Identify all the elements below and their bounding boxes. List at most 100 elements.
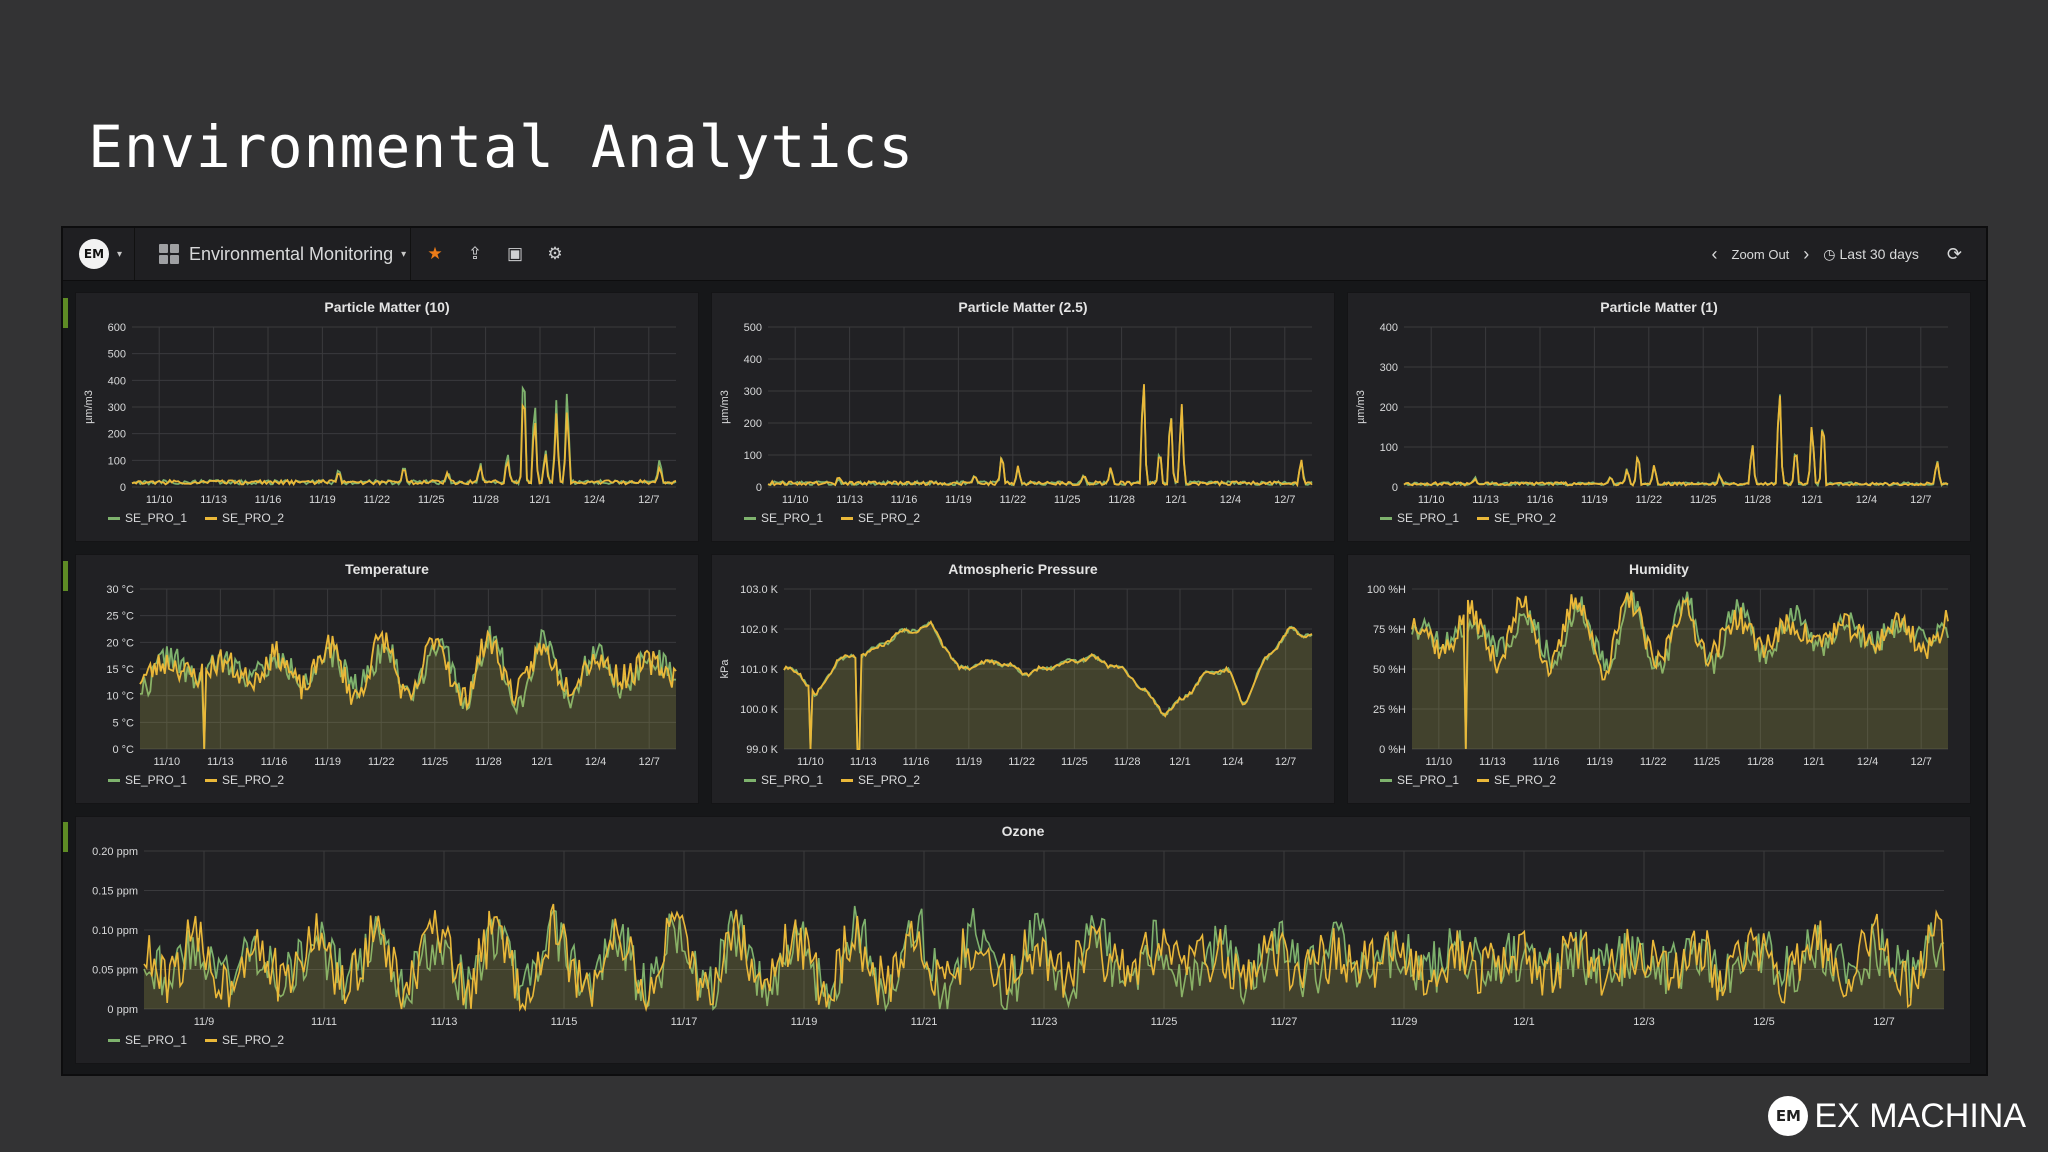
legend-item[interactable]: SE_PRO_2 (205, 511, 284, 525)
y-tick-label: 200 (108, 429, 126, 441)
legend-item[interactable]: SE_PRO_2 (841, 511, 920, 525)
x-tick-label: 11/13 (207, 756, 234, 768)
series-line-2[interactable] (767, 384, 1313, 488)
y-tick-label: 0 (120, 482, 126, 494)
legend-item[interactable]: SE_PRO_1 (744, 511, 823, 525)
x-tick-label: 11/27 (1271, 1016, 1298, 1028)
series-line-1[interactable] (143, 905, 1945, 1012)
panel-pm1[interactable]: Particle Matter (1) 0 100 200 300 400 11/10 11/… (1347, 292, 1971, 542)
legend-item[interactable]: SE_PRO_1 (108, 1033, 187, 1047)
legend-swatch (108, 778, 120, 782)
series-line-2[interactable] (783, 620, 1313, 750)
x-tick-label: 11/25 (1151, 1016, 1178, 1028)
legend-label: SE_PRO_2 (1494, 773, 1557, 787)
x-tick-label: 12/4 (1222, 756, 1243, 768)
y-tick-label: 300 (108, 402, 126, 414)
series-line-2[interactable] (131, 402, 677, 487)
chevron-right-icon[interactable]: › (1803, 243, 1810, 264)
y-tick-label: 0.15 ppm (92, 886, 138, 898)
x-tick-label: 12/7 (638, 756, 659, 768)
legend-label: SE_PRO_2 (222, 511, 285, 525)
x-tick-label: 11/25 (1054, 494, 1081, 506)
panel-pressure[interactable]: Atmospheric Pressure 99.0 K 100.0 K 101.0 K… (711, 554, 1335, 804)
x-tick-label: 11/28 (475, 756, 502, 768)
y-tick-label: 25 %H (1373, 704, 1406, 716)
time-range-picker[interactable]: ◷ Last 30 days (1823, 246, 1919, 263)
panel-ozone[interactable]: Ozone 0 ppm 0.05 ppm 0.10 ppm 0.15 ppm 0.20 p… (75, 816, 1971, 1064)
y-tick-label: 100 (108, 455, 126, 467)
x-tick-label: 11/28 (1744, 494, 1771, 506)
series-line-2[interactable] (1411, 590, 1949, 750)
footer-brand-text: EX MACHINA (1814, 1096, 2026, 1135)
x-tick-label: 11/28 (1108, 494, 1135, 506)
x-tick-label: 11/10 (797, 756, 824, 768)
series-line-2[interactable] (1403, 395, 1949, 487)
chart-pm1: 0 100 200 300 400 11/10 11/13 11/16 11/19 11/22 11… (1355, 322, 1949, 506)
legend-item[interactable]: SE_PRO_1 (1380, 773, 1459, 787)
save-icon[interactable]: ▣ (506, 244, 524, 263)
y-tick-label: 10 °C (106, 691, 134, 703)
share-icon[interactable]: ⇪ (467, 244, 483, 263)
panel-pm10[interactable]: Particle Matter (10) 0 100 200 300 400 500 600 1… (75, 292, 699, 542)
series-area-2 (784, 621, 1312, 749)
chart-humidity: 0 %H 25 %H 50 %H 75 %H 100 %H 11/10 11/13 11/16… (1367, 584, 1949, 768)
x-tick-label: 11/17 (671, 1016, 698, 1028)
legend-label: SE_PRO_1 (761, 773, 824, 787)
row-marker (63, 561, 68, 591)
legend-item[interactable]: SE_PRO_1 (744, 773, 823, 787)
panel-temperature[interactable]: Temperature 0 °C 5 °C 10 °C 15 °C 20 °C 25 °C 3… (75, 554, 699, 804)
x-tick-label: 12/5 (1753, 1016, 1774, 1028)
chevron-left-icon[interactable]: ‹ (1711, 243, 1718, 264)
dashboard-navbar: EM ▾ Environmental Monitoring ▾ ★ ⇪ ▣ ⚙ … (63, 228, 1986, 281)
legend-item[interactable]: SE_PRO_1 (1380, 511, 1459, 525)
chart-pm25: 0 100 200 300 400 500 11/10 11/13 11/16 11/19 11/2… (719, 322, 1313, 506)
series-line-2[interactable] (143, 903, 1945, 1012)
logo-menu[interactable]: EM ▾ (63, 228, 135, 280)
series-area-1 (1412, 591, 1948, 749)
gear-icon[interactable]: ⚙ (547, 244, 563, 263)
y-tick-label: 400 (744, 354, 762, 366)
x-tick-label: 11/25 (1690, 494, 1717, 506)
brand-logo-icon: EM (79, 239, 109, 269)
dashboard-picker[interactable]: Environmental Monitoring ▾ (141, 228, 411, 280)
x-tick-label: 12/1 (529, 494, 550, 506)
x-tick-label: 12/4 (585, 756, 606, 768)
y-tick-label: 100.0 K (740, 704, 779, 716)
x-tick-label: 12/4 (1856, 494, 1877, 506)
x-tick-label: 11/25 (1061, 756, 1088, 768)
x-tick-label: 11/16 (903, 756, 930, 768)
panel-humidity[interactable]: Humidity 0 %H 25 %H 50 %H 75 %H 100 %H 11/10 11… (1347, 554, 1971, 804)
x-tick-label: 11/10 (1425, 756, 1452, 768)
legend-item[interactable]: SE_PRO_2 (205, 1033, 284, 1047)
y-tick-label: 75 %H (1373, 624, 1406, 636)
legend-item[interactable]: SE_PRO_2 (1477, 773, 1556, 787)
panel-pm25[interactable]: Particle Matter (2.5) 0 100 200 300 400 500 11/… (711, 292, 1335, 542)
legend-item[interactable]: SE_PRO_1 (108, 511, 187, 525)
chart-legend: SE_PRO_1 SE_PRO_2 (108, 1033, 284, 1047)
y-tick-label: 50 %H (1373, 664, 1406, 676)
y-tick-label: 101.0 K (740, 664, 779, 676)
x-tick-label: 11/11 (311, 1016, 337, 1028)
y-tick-label: 99.0 K (746, 744, 778, 756)
x-tick-label: 11/25 (1693, 756, 1720, 768)
y-tick-label: 400 (108, 375, 126, 387)
legend-item[interactable]: SE_PRO_2 (841, 773, 920, 787)
panel-title: Particle Matter (1) (1600, 299, 1718, 315)
legend-item[interactable]: SE_PRO_2 (205, 773, 284, 787)
y-tick-label: 5 °C (112, 717, 134, 729)
y-tick-label: 100 (744, 450, 762, 462)
panel-title: Particle Matter (2.5) (958, 299, 1088, 315)
series-line-1[interactable] (131, 385, 677, 487)
zoom-out-button[interactable]: Zoom Out (1731, 246, 1790, 262)
refresh-icon[interactable]: ⟳ (1946, 243, 1962, 264)
x-tick-label: 11/19 (309, 494, 336, 506)
x-tick-label: 11/29 (1391, 1016, 1418, 1028)
series-line-2[interactable] (139, 629, 677, 750)
legend-item[interactable]: SE_PRO_1 (108, 773, 187, 787)
legend-item[interactable]: SE_PRO_2 (1477, 511, 1556, 525)
x-tick-label: 11/25 (418, 494, 445, 506)
x-tick-label: 11/10 (153, 756, 180, 768)
star-icon[interactable]: ★ (427, 244, 443, 263)
legend-swatch (744, 778, 756, 782)
row-marker (63, 298, 68, 328)
